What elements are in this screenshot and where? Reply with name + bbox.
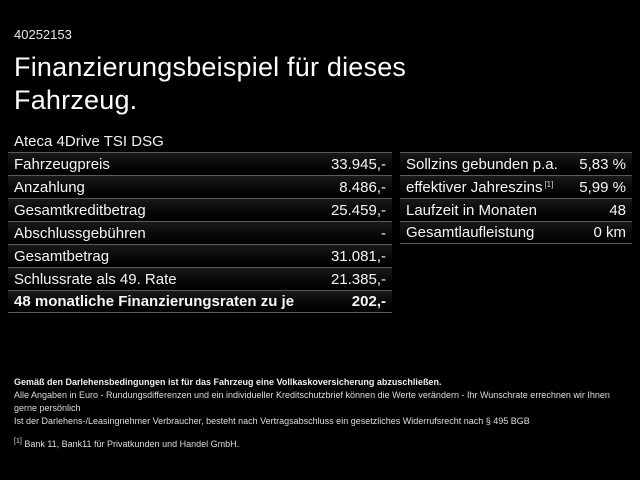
- row-label: Gesamtbetrag: [14, 247, 110, 265]
- table-row-anzahlung: Anzahlung 8.486,-: [8, 175, 392, 198]
- row-value: 5,99 %: [579, 178, 626, 196]
- financing-table: Ateca 4Drive TSI DSG Fahrzeugpreis 33.94…: [8, 133, 392, 313]
- insurance-note: Gemäß den Darlehensbedingungen ist für d…: [14, 377, 442, 387]
- table-row-effektiver-jahreszins: effektiver Jahreszins [1] 5,99 %: [400, 175, 632, 198]
- row-label: Sollzins gebunden p.a.: [406, 155, 558, 173]
- footnote-marker: [1]: [544, 179, 554, 189]
- row-label: Gesamtkreditbetrag: [14, 201, 146, 219]
- row-label: effektiver Jahreszins [1]: [406, 178, 554, 196]
- row-value: 202,-: [351, 293, 386, 310]
- row-value: -: [381, 224, 386, 242]
- footnote-ref-text: Bank 11, Bank11 für Privatkunden und Han…: [24, 439, 240, 449]
- row-label: Laufzeit in Monaten: [406, 201, 537, 219]
- disclaimer-line1: Alle Angaben in Euro - Rundungsdifferenz…: [14, 390, 610, 413]
- row-value: 31.081,-: [330, 247, 386, 265]
- row-label: Anzahlung: [14, 178, 85, 196]
- table-row-fahrzeugpreis: Fahrzeugpreis 33.945,-: [8, 152, 392, 175]
- row-label: Schlussrate als 49. Rate: [14, 270, 177, 288]
- row-value: 48: [609, 201, 626, 219]
- table-row-schlussrate: Schlussrate als 49. Rate 21.385,-: [8, 267, 392, 290]
- model-name: Ateca 4Drive TSI DSG: [14, 133, 164, 150]
- footnote-ref-marker: [1]: [14, 438, 22, 445]
- row-value: 0 km: [593, 224, 626, 241]
- table-row-sollzins: Sollzins gebunden p.a. 5,83 %: [400, 152, 632, 175]
- table-row-gesamtbetrag: Gesamtbetrag 31.081,-: [8, 244, 392, 267]
- row-value: 5,83 %: [579, 155, 626, 173]
- row-label: Gesamtlaufleistung: [406, 224, 535, 241]
- page-title-line1: Finanzierungsbeispiel für dieses: [14, 52, 407, 82]
- listing-id: 40252153: [14, 27, 72, 42]
- row-value: 21.385,-: [330, 270, 386, 288]
- table-row-gesamtkreditbetrag: Gesamtkreditbetrag 25.459,-: [8, 198, 392, 221]
- row-value: 8.486,-: [339, 178, 386, 196]
- row-value: 33.945,-: [330, 155, 386, 173]
- table-row-abschlussgebuehren: Abschlussgebühren -: [8, 221, 392, 244]
- footnote-reference: [1] Bank 11, Bank11 für Privatkunden und…: [14, 435, 628, 451]
- page-title: Finanzierungsbeispiel für dieses Fahrzeu…: [14, 51, 406, 117]
- disclaimer-line2: Ist der Darlehens-/Leasingnehmer Verbrau…: [14, 416, 530, 426]
- fine-print: Gemäß den Darlehensbedingungen ist für d…: [14, 376, 628, 451]
- table-row-gesamtlaufleistung: Gesamtlaufleistung 0 km: [400, 221, 632, 244]
- page-title-line2: Fahrzeug.: [14, 85, 138, 115]
- row-label: Abschlussgebühren: [14, 224, 146, 242]
- conditions-table: Sollzins gebunden p.a. 5,83 % effektiver…: [400, 152, 632, 244]
- table-row-monatsrate: 48 monatliche Finanzierungsraten zu je 2…: [8, 290, 392, 313]
- row-label: 48 monatliche Finanzierungsraten zu je: [14, 293, 295, 310]
- row-label: Fahrzeugpreis: [14, 155, 110, 173]
- table-row-laufzeit: Laufzeit in Monaten 48: [400, 198, 632, 221]
- row-value: 25.459,-: [330, 201, 386, 219]
